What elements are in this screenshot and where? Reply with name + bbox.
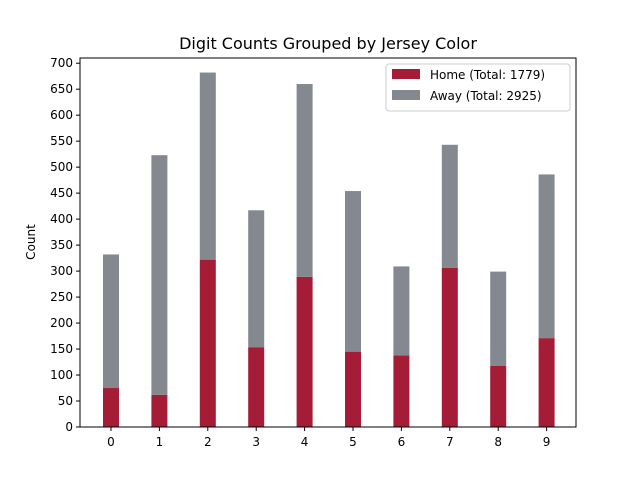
bar-away-4	[296, 83, 313, 277]
x-axis: 0 1 2 3 4 5 6 7 8 9	[107, 427, 550, 449]
y-tick-label: 500	[50, 160, 73, 174]
y-tick-label: 150	[50, 342, 73, 356]
bar-away-5	[345, 191, 361, 352]
bar-home-6	[393, 355, 410, 427]
x-tick-label: 9	[543, 435, 551, 449]
legend-box	[385, 63, 571, 112]
y-tick-label: 350	[50, 238, 73, 252]
plot-frame	[79, 57, 577, 428]
legend: Home (Total: 1779) Away (Total: 2925)	[385, 63, 571, 112]
y-tick-label: 600	[50, 108, 73, 122]
bar-away-7	[441, 144, 458, 268]
y-tick-label: 650	[50, 82, 73, 96]
x-tick-label: 5	[349, 435, 357, 449]
x-tick-label: 7	[446, 435, 454, 449]
x-tick-label: 2	[204, 435, 212, 449]
x-tick-label: 3	[252, 435, 260, 449]
bar-home-9	[538, 338, 555, 427]
bar-home-4	[296, 276, 313, 427]
y-tick-label: 700	[50, 56, 73, 70]
bar-away-8	[490, 271, 507, 366]
y-axis-label: Count	[24, 224, 38, 260]
bar-home-0	[103, 388, 119, 427]
bar-home-2	[199, 259, 216, 427]
bar-away-1	[151, 155, 168, 395]
bar-away-9	[538, 174, 555, 339]
x-tick-label: 4	[301, 435, 309, 449]
bar-home-1	[151, 394, 168, 427]
bar-away-3	[248, 210, 265, 348]
y-tick-label: 250	[50, 290, 73, 304]
bars-group	[103, 72, 555, 427]
legend-label-away: Away (Total: 2925)	[430, 89, 542, 103]
y-tick-label: 550	[50, 134, 73, 148]
y-tick-label: 400	[50, 212, 73, 226]
bar-home-7	[441, 267, 458, 427]
x-tick-label: 1	[156, 435, 164, 449]
y-axis: 0 50 100 150 200 250 300 350 400 450 500 550 600 650 7…	[50, 56, 80, 434]
bar-away-2	[199, 72, 216, 260]
y-tick-label: 200	[50, 316, 73, 330]
legend-swatch-home	[392, 69, 420, 79]
y-tick-label: 450	[50, 186, 73, 200]
bar-home-8	[490, 365, 507, 427]
bar-home-3	[248, 347, 265, 427]
legend-label-home: Home (Total: 1779)	[430, 68, 545, 82]
x-tick-label: 0	[107, 435, 115, 449]
legend-swatch-away	[392, 90, 420, 100]
y-tick-label: 50	[58, 394, 73, 408]
y-tick-label: 0	[65, 420, 73, 434]
x-tick-label: 8	[494, 435, 502, 449]
bar-away-6	[393, 266, 410, 356]
y-tick-label: 300	[50, 264, 73, 278]
bar-away-0	[103, 254, 119, 389]
bar-home-5	[345, 351, 361, 427]
chart-title: Digit Counts Grouped by Jersey Color	[179, 34, 477, 53]
x-tick-label: 6	[398, 435, 406, 449]
y-tick-label: 100	[50, 368, 73, 382]
